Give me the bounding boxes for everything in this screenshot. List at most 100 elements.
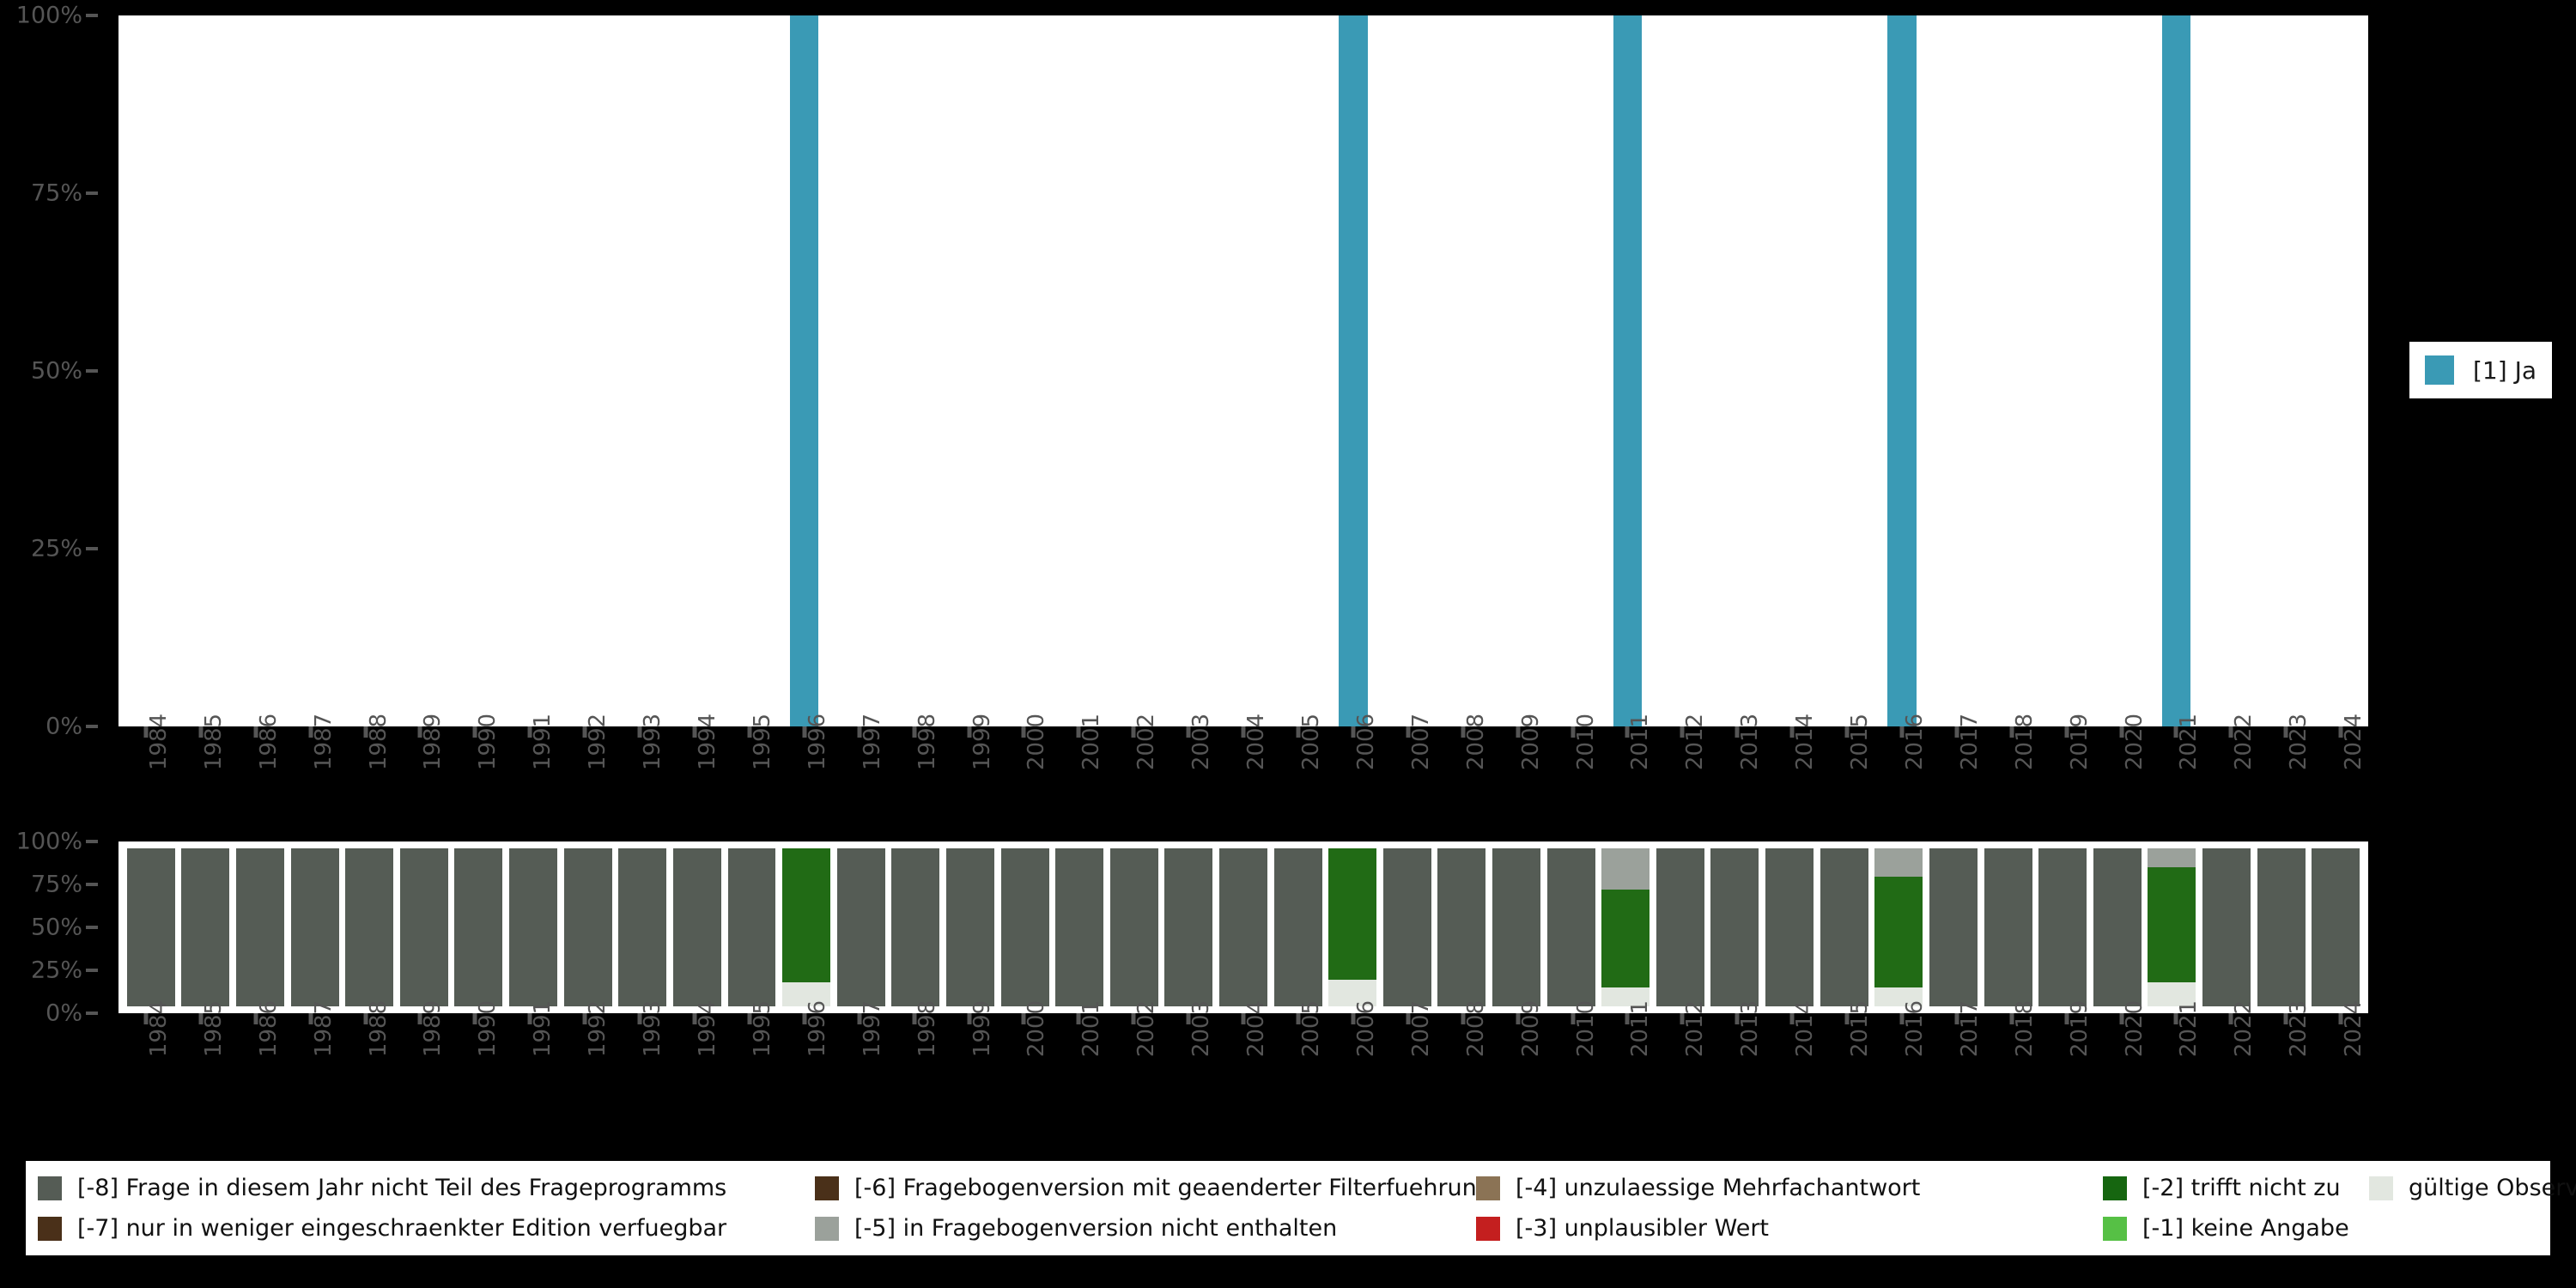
top-bar[interactable] (790, 15, 819, 726)
legend-item[interactable]: [-5] in Fragebogenversion nicht enthalte… (803, 1208, 1464, 1249)
legend-item[interactable]: [-6] Fragebogenversion mit geaenderter F… (803, 1168, 1492, 1208)
bottom-bar-stack[interactable] (181, 848, 230, 1006)
bottom-bar-stack[interactable] (1437, 848, 1486, 1006)
bottom-bar-stack[interactable] (236, 848, 284, 1006)
x-axis-tick-label: 1992 (585, 999, 611, 1058)
bottom-bar-stack[interactable] (1000, 848, 1049, 1006)
bottom-bar-segment (2257, 848, 2306, 1006)
bottom-bar-stack[interactable] (891, 848, 940, 1006)
bottom-bar-stack[interactable] (1820, 848, 1868, 1006)
bottom-bar-stack[interactable] (1492, 848, 1541, 1006)
bottom-bar-stack[interactable] (727, 848, 776, 1006)
bottom-bar-segment (2038, 848, 2087, 1006)
bottom-bar-stack[interactable] (1164, 848, 1213, 1006)
bottom-plot-area (118, 841, 2368, 1013)
legend-item[interactable]: [-4] unzulaessige Mehrfachantwort (1464, 1168, 2091, 1208)
bottom-bar-segment (2202, 848, 2251, 1006)
bottom-bar-stack[interactable] (1656, 848, 1704, 1006)
bottom-bar-stack[interactable] (1382, 848, 1431, 1006)
x-axis-tick-mark (747, 1013, 752, 1024)
y-axis-tick-mark (86, 547, 98, 550)
bottom-bar-stack[interactable] (945, 848, 994, 1006)
legend-item[interactable]: [-7] nur in weniger eingeschraenkter Edi… (26, 1208, 803, 1249)
bottom-bar-segment (1601, 889, 1650, 987)
top-bar[interactable] (1613, 15, 1643, 726)
bottom-bar-stack[interactable] (1710, 848, 1759, 1006)
bottom-bar-stack[interactable] (1601, 848, 1650, 1006)
y-axis-tick-label: 25% (30, 957, 82, 984)
y-axis-tick-label: 75% (30, 871, 82, 898)
bottom-bar-stack[interactable] (1219, 848, 1267, 1006)
y-axis-tick-label: 50% (30, 357, 82, 385)
top-bar-slot (1765, 15, 1820, 726)
bottom-bar-stack[interactable] (836, 848, 885, 1006)
x-axis-tick-label: 1999 (969, 713, 995, 771)
bottom-bar-stack[interactable] (1546, 848, 1595, 1006)
bottom-bar-stack[interactable] (1328, 848, 1377, 1006)
x-axis-tick-label: 2000 (1024, 999, 1050, 1058)
x-axis-tick: 2011 (1600, 714, 1655, 825)
bottom-bar-stack[interactable] (672, 848, 721, 1006)
legend-item[interactable]: [-3] unplausibler Wert (1464, 1208, 2091, 1249)
x-axis-tick: 2004 (1216, 714, 1271, 825)
legend-item[interactable]: [-1] keine Angabe (2091, 1208, 2357, 1249)
bottom-bar-stack[interactable] (345, 848, 394, 1006)
bottom-bar-stack[interactable] (2093, 848, 2142, 1006)
bottom-bar-stack[interactable] (509, 848, 558, 1006)
bottom-bar-stack[interactable] (2312, 848, 2360, 1006)
x-axis-tick: 1994 (667, 1000, 722, 1125)
bottom-bar-stack[interactable] (1929, 848, 1978, 1006)
bottom-bar-stack[interactable] (1984, 848, 2032, 1006)
top-bar-slot (2149, 15, 2204, 726)
top-bar[interactable] (1339, 15, 1368, 726)
top-bar[interactable] (1887, 15, 1917, 726)
bottom-bar-slot (561, 848, 616, 1006)
bottom-bar-stack[interactable] (563, 848, 612, 1006)
x-axis-tick-mark (198, 1013, 204, 1024)
x-axis-tick-label: 1985 (200, 999, 227, 1058)
x-axis-tick-label: 2000 (1024, 713, 1050, 771)
bottom-bar-stack[interactable] (126, 848, 175, 1006)
x-axis-tick: 2000 (997, 1000, 1052, 1125)
legend-item[interactable]: gültige Observationen (2357, 1168, 2576, 1208)
top-bar-slot (612, 15, 667, 726)
x-axis-tick-mark (308, 1013, 313, 1024)
bottom-bar-stack[interactable] (1765, 848, 1814, 1006)
top-bar[interactable] (2161, 15, 2191, 726)
bottom-chart-legend[interactable]: [-8] Frage in diesem Jahr nicht Teil des… (26, 1161, 2576, 1255)
bottom-bar-stack[interactable] (782, 848, 831, 1006)
bottom-bar-slot (1598, 848, 1653, 1006)
x-axis-tick-mark (967, 726, 972, 738)
bottom-bar-segment (1219, 848, 1267, 1006)
bottom-bar-slot (725, 848, 780, 1006)
bottom-bar-stack[interactable] (2257, 848, 2306, 1006)
bottom-bar-segment (672, 848, 721, 1006)
bottom-bar-stack[interactable] (2202, 848, 2251, 1006)
bottom-bar-stack[interactable] (290, 848, 339, 1006)
bottom-bar-segment (236, 848, 284, 1006)
bottom-bar-stack[interactable] (2038, 848, 2087, 1006)
x-axis-tick-label: 2023 (2286, 713, 2312, 771)
bottom-bar-segment (563, 848, 612, 1006)
legend-item[interactable]: [-2] trifft nicht zu (2091, 1168, 2357, 1208)
x-axis-tick-label: 2020 (2121, 999, 2148, 1058)
bottom-bar-stack[interactable] (1055, 848, 1104, 1006)
top-bar-slot (1216, 15, 1271, 726)
bottom-bar-stack[interactable] (454, 848, 503, 1006)
x-axis-tick-mark (2064, 726, 2069, 738)
top-bar-slot (228, 15, 283, 726)
bottom-bar-stack[interactable] (2148, 848, 2196, 1006)
bottom-bar-stack[interactable] (1874, 848, 1923, 1006)
bottom-bar-stack[interactable] (1273, 848, 1322, 1006)
bottom-bar-stack[interactable] (1109, 848, 1158, 1006)
x-axis-tick: 2006 (1326, 714, 1381, 825)
x-axis-tick-label: 1984 (145, 713, 172, 771)
x-axis-tick-label: 1998 (914, 713, 940, 771)
top-chart-legend[interactable]: [1] Ja (2409, 342, 2552, 398)
legend-swatch (815, 1216, 839, 1241)
x-axis-tick: 2021 (2149, 1000, 2204, 1125)
bottom-bar-stack[interactable] (399, 848, 448, 1006)
x-axis-tick-mark (2064, 1013, 2069, 1024)
bottom-bar-stack[interactable] (618, 848, 667, 1006)
legend-item[interactable]: [-8] Frage in diesem Jahr nicht Teil des… (26, 1168, 803, 1208)
